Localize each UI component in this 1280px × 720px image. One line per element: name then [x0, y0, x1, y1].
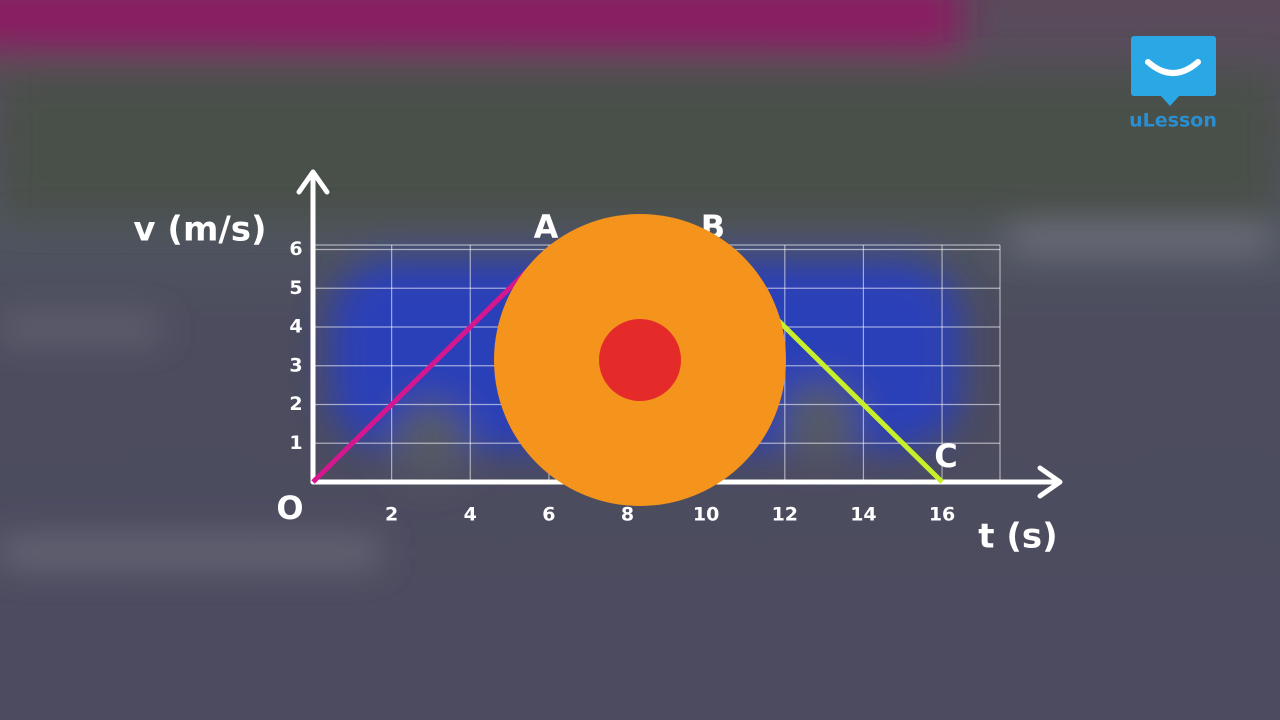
x-tick-label: 16 [929, 504, 955, 526]
x-axis-label: t (s) [978, 517, 1057, 557]
x-tick-label: 14 [850, 504, 876, 526]
x-tick-label: 2 [385, 504, 398, 526]
point-label: A [534, 208, 559, 246]
x-tick-label: 10 [693, 504, 719, 526]
x-tick-label: 4 [464, 504, 477, 526]
logo: uLesson [1129, 36, 1217, 132]
point-label: C [934, 437, 957, 475]
y-tick-label: 6 [289, 238, 302, 260]
x-tick-label: 12 [772, 504, 798, 526]
y-tick-label: 4 [289, 316, 302, 338]
y-tick-label: 1 [289, 432, 302, 454]
x-tick-label: 8 [621, 504, 634, 526]
logo-text: uLesson [1129, 110, 1217, 132]
cursor-dot [599, 319, 681, 401]
point-label: O [276, 489, 303, 527]
y-tick-label: 2 [289, 393, 302, 415]
y-tick-label: 5 [289, 277, 302, 299]
y-tick-label: 3 [289, 354, 302, 376]
y-axis [296, 169, 330, 485]
x-tick-label: 6 [542, 504, 555, 526]
series-line [311, 247, 551, 484]
y-axis-label: v (m/s) [133, 210, 266, 250]
